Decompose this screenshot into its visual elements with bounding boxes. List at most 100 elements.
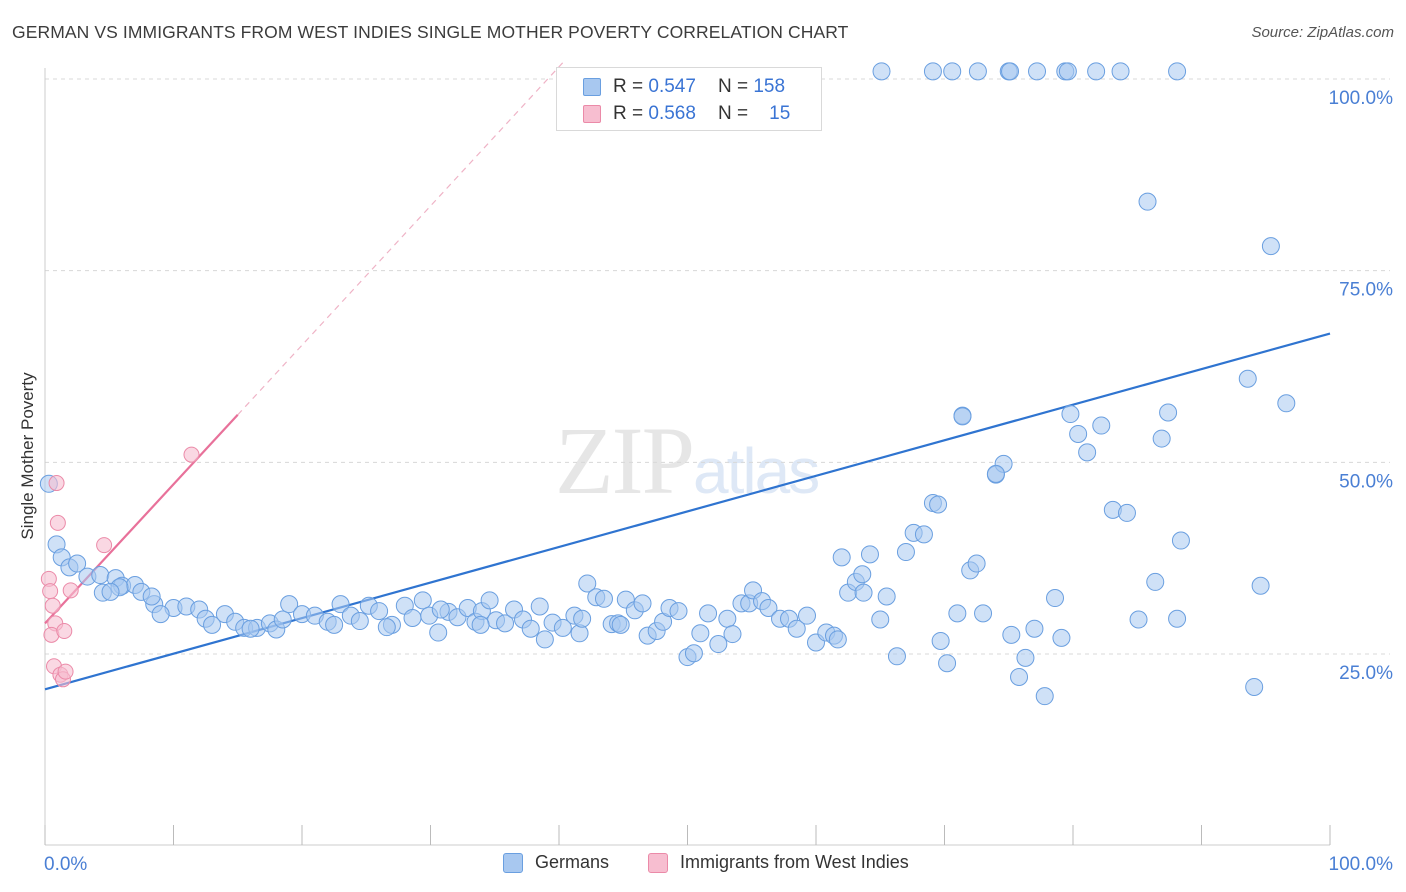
- point-germans: [1092, 416, 1111, 435]
- point-germans: [1138, 192, 1157, 211]
- point-germans: [1146, 572, 1165, 591]
- point-germans: [480, 591, 499, 610]
- point-germans: [828, 630, 847, 649]
- point-germans: [241, 619, 260, 638]
- point-germans: [923, 62, 942, 81]
- point-germans: [1251, 576, 1270, 595]
- point-germans: [1078, 443, 1097, 462]
- point-germans: [929, 495, 948, 514]
- point-germans: [611, 615, 630, 634]
- point-germans: [1238, 369, 1257, 388]
- point-germans: [521, 619, 540, 638]
- point-germans: [633, 594, 652, 613]
- point-west-indies: [56, 623, 73, 639]
- data-points: [39, 62, 1296, 706]
- point-germans: [377, 618, 396, 637]
- point-germans: [431, 600, 450, 619]
- point-germans: [718, 609, 737, 628]
- point-germans: [471, 615, 490, 634]
- point-germans: [280, 595, 299, 614]
- point-germans: [938, 654, 957, 673]
- point-germans: [91, 566, 110, 585]
- point-germans: [872, 62, 891, 81]
- point-germans: [203, 615, 222, 634]
- watermark-atlas: atlas: [693, 435, 820, 507]
- correlation-legend: R = 0.547 N = 158 R = 0.568 N = 15: [556, 67, 822, 131]
- point-germans: [896, 543, 915, 562]
- point-germans: [1058, 62, 1077, 81]
- point-germans: [429, 623, 448, 642]
- point-germans: [943, 62, 962, 81]
- point-germans: [1069, 424, 1088, 443]
- point-germans: [787, 619, 806, 638]
- trend-extension-west-indies: [237, 59, 566, 416]
- point-west-indies: [62, 582, 79, 599]
- y-tick-label: 100.0%: [1329, 88, 1394, 109]
- legend-n-value: 15: [769, 103, 791, 124]
- point-germans: [723, 625, 742, 644]
- bottom-legend-swatch-germans: [503, 852, 523, 873]
- point-germans: [350, 612, 369, 631]
- point-west-indies: [42, 583, 59, 600]
- point-germans: [1035, 687, 1054, 706]
- point-germans: [968, 62, 987, 81]
- point-germans: [1152, 429, 1171, 448]
- legend-swatch-germans: [583, 78, 601, 96]
- legend-n-label: N =: [717, 76, 749, 97]
- point-west-indies: [44, 597, 61, 614]
- point-germans: [535, 630, 554, 649]
- point-germans: [496, 614, 515, 633]
- point-germans: [151, 605, 170, 624]
- y-tick-label: 25.0%: [1339, 663, 1393, 684]
- point-germans: [1061, 405, 1080, 424]
- point-west-indies: [48, 475, 65, 492]
- point-germans: [68, 554, 87, 573]
- chart-title: GERMAN VS IMMIGRANTS FROM WEST INDIES SI…: [12, 22, 849, 42]
- point-germans: [1168, 609, 1187, 628]
- point-germans: [1277, 394, 1296, 413]
- point-germans: [142, 587, 161, 606]
- point-germans: [974, 604, 993, 623]
- point-germans: [709, 635, 728, 654]
- point-germans: [967, 554, 986, 573]
- point-germans: [573, 609, 592, 628]
- point-germans: [854, 583, 873, 602]
- point-germans: [1052, 628, 1071, 647]
- point-germans: [1261, 237, 1280, 256]
- point-germans: [403, 608, 422, 627]
- legend-row-west-indies: R = 0.568 N = 15: [583, 102, 790, 126]
- point-germans: [699, 604, 718, 623]
- point-germans: [1010, 668, 1029, 686]
- point-germans: [594, 589, 613, 608]
- x-tick-label: 0.0%: [44, 854, 87, 875]
- point-germans: [887, 647, 906, 666]
- trend-lines: [44, 59, 1331, 691]
- point-germans: [914, 525, 933, 544]
- point-germans: [578, 574, 597, 593]
- point-germans: [832, 548, 851, 567]
- point-germans: [101, 582, 120, 601]
- legend-row-germans: R = 0.547 N = 158: [583, 75, 785, 99]
- point-germans: [370, 602, 389, 621]
- point-germans: [1111, 62, 1130, 81]
- point-west-indies: [96, 537, 113, 554]
- legend-n-value: 158: [753, 76, 786, 97]
- point-germans: [1117, 503, 1136, 522]
- point-germans: [948, 604, 967, 623]
- bottom-legend-label-west-indies: Immigrants from West Indies: [680, 852, 909, 872]
- point-west-indies: [57, 663, 74, 680]
- point-germans: [1046, 589, 1065, 608]
- legend-r-value: 0.568: [648, 103, 696, 124]
- point-germans: [1129, 610, 1148, 629]
- watermark: ZIPatlas: [555, 405, 820, 516]
- point-germans: [553, 618, 572, 637]
- point-germans: [413, 591, 432, 610]
- point-germans: [691, 624, 710, 643]
- x-tick-label: 100.0%: [1329, 854, 1394, 875]
- point-germans: [1245, 677, 1264, 696]
- legend-n-label: N =: [717, 103, 749, 124]
- point-germans: [798, 606, 817, 625]
- point-germans: [1159, 403, 1178, 422]
- trend-line-germans: [44, 332, 1331, 691]
- source-label: Source: ZipAtlas.com: [1251, 24, 1394, 41]
